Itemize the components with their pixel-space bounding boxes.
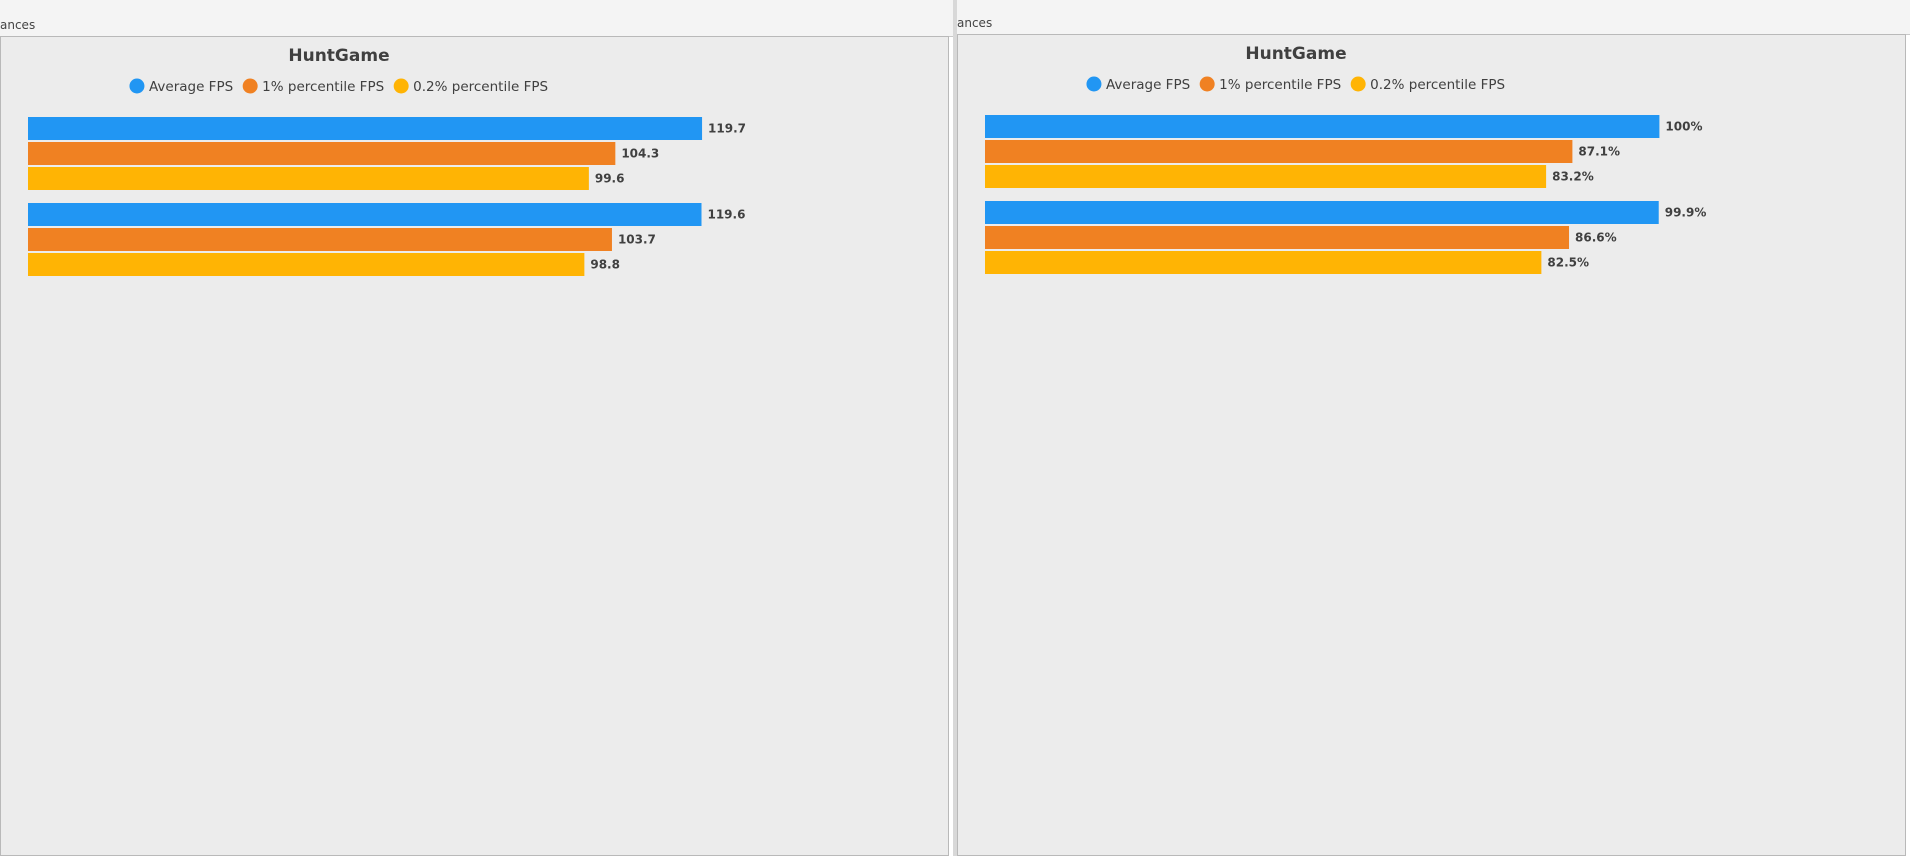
bar-average-fps-1[interactable] (28, 117, 703, 140)
legend-label: Average FPS (149, 79, 233, 95)
legend-item-0-2pct-percentile-fps[interactable]: 0.2% percentile FPS (1350, 76, 1505, 94)
bar-chart: HuntGame Average FPS 1% percentile FPS 0.2%… (985, 44, 1706, 274)
bar-1pct-percentile-fps-2[interactable] (28, 228, 612, 251)
tab-strip: ances (0, 0, 953, 37)
bar-group-1: 100% 87.1% 83.2% (985, 115, 1702, 188)
legend-label: Average FPS (1106, 77, 1190, 93)
left-chart-panel: ances HuntGame Average FPS 1% percentile F… (0, 0, 953, 856)
data-label: 86.6% (1575, 231, 1617, 245)
data-label: 98.8 (590, 258, 620, 272)
bar-average-fps-2[interactable] (985, 201, 1659, 224)
data-label: 82.5% (1547, 256, 1589, 270)
data-label: 99.9% (1665, 206, 1707, 220)
bar-average-fps-1[interactable] (985, 115, 1660, 138)
chart-area: HuntGame Average FPS 1% percentile FPS 0.2%… (957, 34, 1906, 856)
bar-0-2pct-percentile-fps-2[interactable] (985, 251, 1542, 274)
data-label: 100% (1665, 120, 1702, 134)
data-label: 99.6 (595, 172, 625, 186)
data-label: 87.1% (1578, 145, 1620, 159)
panel-divider[interactable] (953, 0, 957, 856)
legend-marker (1350, 76, 1366, 92)
legend-item-average-fps[interactable]: Average FPS (1086, 76, 1190, 94)
data-label: 119.7 (708, 122, 746, 136)
chart-legend: Average FPS 1% percentile FPS 0.2% percent… (1086, 76, 1505, 94)
chart-legend: Average FPS 1% percentile FPS 0.2% percent… (129, 78, 548, 96)
data-label: 104.3 (621, 147, 659, 161)
legend-marker (1086, 76, 1102, 92)
bar-1pct-percentile-fps-1[interactable] (28, 142, 616, 165)
bar-group-2: 119.6 103.7 98.8 (28, 203, 745, 276)
bar-group-2: 99.9% 86.6% 82.5% (985, 201, 1706, 274)
legend-marker (129, 78, 145, 94)
legend-marker (242, 78, 258, 94)
bar-1pct-percentile-fps-1[interactable] (985, 140, 1573, 163)
tab-label[interactable]: ances (0, 18, 36, 32)
legend-item-average-fps[interactable]: Average FPS (129, 78, 233, 96)
bar-group-1: 119.7 104.3 99.6 (28, 117, 746, 190)
legend-label: 1% percentile FPS (262, 79, 384, 95)
bar-0-2pct-percentile-fps-1[interactable] (985, 165, 1547, 188)
data-label: 103.7 (618, 233, 656, 247)
legend-marker (1199, 76, 1215, 92)
legend-item-0-2pct-percentile-fps[interactable]: 0.2% percentile FPS (393, 78, 548, 96)
bar-1pct-percentile-fps-2[interactable] (985, 226, 1570, 249)
legend-item-1pct-percentile-fps[interactable]: 1% percentile FPS (1199, 76, 1342, 94)
tab-strip: ances (957, 0, 1910, 35)
right-chart-panel: ances HuntGame Average FPS 1% percentile F… (957, 0, 1910, 856)
tab-label[interactable]: ances (957, 16, 993, 30)
bar-0-2pct-percentile-fps-1[interactable] (28, 167, 589, 190)
chart-title: HuntGame (288, 46, 389, 66)
data-label: 119.6 (707, 208, 745, 222)
legend-label: 0.2% percentile FPS (1370, 77, 1505, 93)
legend-marker (393, 78, 409, 94)
legend-label: 0.2% percentile FPS (413, 79, 548, 95)
bar-chart: HuntGame Average FPS 1% percentile FPS 0.2%… (28, 46, 746, 276)
bar-0-2pct-percentile-fps-2[interactable] (28, 253, 585, 276)
chart-area: HuntGame Average FPS 1% percentile FPS 0.2%… (0, 36, 949, 856)
legend-label: 1% percentile FPS (1219, 77, 1341, 93)
data-label: 83.2% (1552, 170, 1594, 184)
legend-item-1pct-percentile-fps[interactable]: 1% percentile FPS (242, 78, 385, 96)
chart-title: HuntGame (1245, 44, 1346, 64)
bar-average-fps-2[interactable] (28, 203, 702, 226)
